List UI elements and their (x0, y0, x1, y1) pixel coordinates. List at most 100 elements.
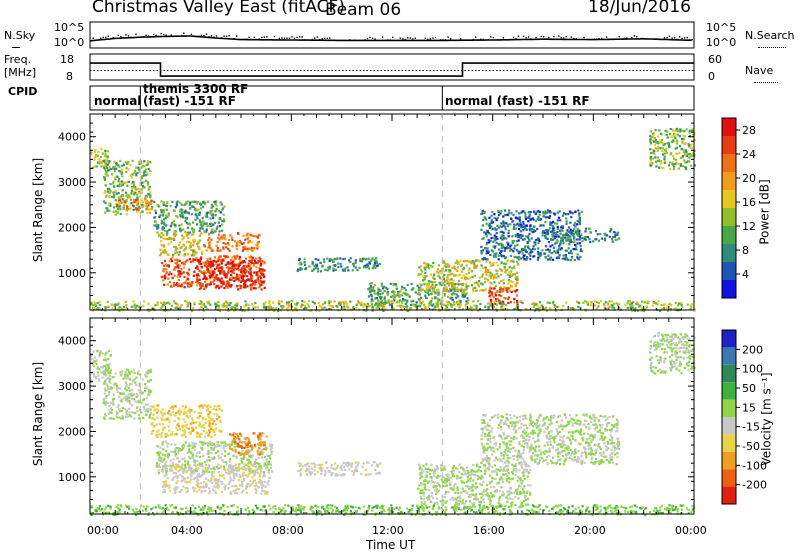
heatmap-cell (119, 374, 122, 377)
heatmap-cell (130, 192, 133, 195)
heatmap-cell (383, 301, 386, 304)
heatmap-cell (566, 229, 569, 232)
heatmap-cell (119, 410, 122, 413)
heatmap-cell (354, 261, 357, 264)
heatmap-cell (118, 416, 121, 419)
heatmap-cell (507, 235, 510, 238)
heatmap-cell (480, 252, 483, 255)
heatmap-cell (319, 270, 322, 273)
heatmap-cell (197, 240, 200, 243)
heatmap-cell (524, 249, 527, 252)
heatmap-cell (210, 435, 213, 438)
heatmap-cell (531, 247, 534, 251)
heatmap-cell (250, 277, 253, 280)
heatmap-cell (209, 425, 212, 428)
heatmap-cell (501, 288, 504, 291)
heatmap-cell (564, 254, 567, 257)
heatmap-cell (534, 303, 538, 306)
heatmap-cell (457, 288, 460, 291)
heatmap-cell (128, 392, 131, 395)
heatmap-cell (189, 282, 192, 285)
heatmap-cell (537, 252, 540, 255)
heatmap-cell (556, 234, 559, 237)
heatmap-cell (395, 287, 398, 290)
heatmap-cell (649, 142, 652, 145)
heatmap-cell (179, 230, 182, 233)
heatmap-cell (612, 302, 615, 305)
heatmap-cell (129, 383, 132, 386)
heatmap-cell (203, 264, 206, 267)
heatmap-cell (232, 454, 235, 458)
heatmap-cell (512, 308, 516, 311)
heatmap-cell (226, 255, 229, 258)
heatmap-cell (121, 407, 124, 410)
heatmap-cell (418, 293, 421, 296)
heatmap-cell (196, 452, 199, 455)
heatmap-cell (404, 289, 407, 292)
heatmap-cell (247, 242, 250, 245)
heatmap-cell (671, 140, 674, 143)
heatmap-cell (125, 377, 128, 380)
heatmap-cell (150, 207, 153, 211)
heatmap-cell (216, 418, 219, 421)
heatmap-cell (409, 303, 413, 306)
heatmap-cell (655, 165, 658, 168)
heatmap-cell (527, 216, 530, 219)
heatmap-cell (446, 282, 449, 285)
heatmap-cell (197, 411, 200, 414)
heatmap-cell (497, 243, 500, 246)
heatmap-cell (157, 404, 160, 407)
heatmap-cell (217, 305, 220, 308)
heatmap-cell (570, 216, 573, 219)
heatmap-cell (248, 455, 251, 458)
heatmap-cell (254, 287, 257, 290)
heatmap-cell (261, 260, 264, 263)
heatmap-cell (186, 451, 189, 454)
heatmap-cell (173, 419, 176, 422)
heatmap-cell (452, 279, 455, 282)
heatmap-cell (510, 274, 513, 277)
heatmap-cell (176, 285, 180, 288)
heatmap-cell (219, 408, 222, 411)
heatmap-cell (500, 222, 503, 225)
heatmap-cell (444, 307, 447, 310)
heatmap-cell (141, 392, 144, 395)
heatmap-cell (132, 186, 135, 189)
heatmap-cell (157, 433, 161, 436)
heatmap-cell (306, 303, 309, 306)
heatmap-cell (247, 264, 250, 267)
heatmap-cell (556, 225, 559, 228)
heatmap-cell (218, 429, 221, 433)
heatmap-cell (211, 212, 214, 215)
heatmap-cell (263, 304, 266, 307)
heatmap-cell (490, 221, 493, 224)
heatmap-cell (499, 290, 502, 293)
heatmap-cell (238, 239, 241, 243)
noise-sky-dot (236, 35, 238, 37)
heatmap-cell (305, 307, 308, 310)
heatmap-cell (553, 305, 556, 309)
heatmap-cell (219, 272, 222, 275)
heatmap-cell (185, 221, 188, 225)
heatmap-cell (565, 301, 568, 304)
heatmap-cell (406, 294, 409, 297)
heatmap-cell (578, 237, 582, 240)
heatmap-cell (194, 208, 197, 211)
heatmap-cell (450, 289, 453, 292)
heatmap-cell (219, 465, 222, 468)
heatmap-cell (185, 232, 188, 235)
heatmap-cell (532, 230, 535, 233)
heatmap-cell (168, 409, 171, 412)
heatmap-cell (121, 194, 125, 197)
heatmap-cell (223, 220, 226, 223)
heatmap-cell (536, 258, 539, 262)
heatmap-cell (516, 217, 520, 220)
heatmap-cell (146, 183, 149, 186)
heatmap-cell (547, 241, 550, 244)
heatmap-cell (502, 254, 505, 257)
heatmap-cell (210, 274, 213, 277)
heatmap-cell (210, 249, 213, 252)
noise-sky-dot (293, 37, 296, 40)
noise-sky-dot (155, 34, 157, 36)
heatmap-cell (650, 152, 653, 155)
